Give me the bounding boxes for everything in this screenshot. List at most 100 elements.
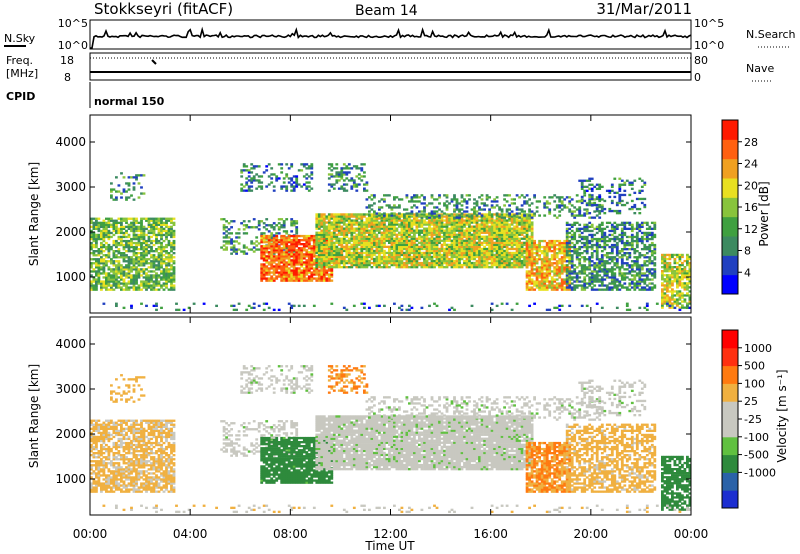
power-cell [315,243,319,247]
power-cell [292,253,296,256]
power-cell [365,255,369,259]
power-cell [167,260,171,263]
power-cell [247,226,251,229]
power-cell [373,215,376,218]
power-cell [235,232,238,235]
power-cell [563,252,567,255]
freq-right-tick-bottom: 0 [694,71,701,84]
power-cell [355,241,359,245]
power-cell [107,237,111,241]
power-cell [498,225,501,228]
power-cell [122,176,126,179]
power-cell [332,227,336,230]
power-cell [125,245,128,249]
power-cell [580,270,584,273]
power-cell [327,259,331,263]
power-cell [485,217,489,220]
power-cell [430,221,434,224]
power-cell [355,257,359,261]
power-cell [350,263,354,267]
power-cell [357,213,361,216]
power-cell [160,262,163,265]
power-cell [388,261,391,265]
power-cell [440,225,444,228]
power-cell [568,258,572,261]
power-cell [393,196,396,199]
power-cell [530,286,534,289]
power-cell [332,225,336,228]
power-cell [100,272,103,275]
power-cell [142,256,146,259]
power-cell [480,259,484,263]
power-cell [337,241,341,245]
power-cell [297,247,301,250]
power-cell [435,237,439,240]
power-cell [528,210,531,213]
power-cell [315,267,319,270]
power-cell [570,225,574,229]
power-cell [528,214,531,217]
power-cell [438,257,441,261]
power-cell [540,245,544,249]
power-cell [357,215,361,218]
power-cell [473,247,476,251]
power-cell [563,270,567,273]
power-cell [360,215,364,218]
power-cell [510,223,514,226]
power-cell [137,260,141,263]
power-cell [260,232,264,235]
power-cell [105,217,108,220]
power-cell [448,202,451,205]
power-cell [130,286,133,289]
power-cell [295,222,299,225]
power-cell [393,223,396,226]
power-cell [503,229,506,232]
power-cell [533,274,536,277]
power-cell [390,217,394,220]
power-cell [405,229,409,232]
power-cell [413,194,416,197]
power-cell [172,221,176,225]
power-cell [430,261,434,265]
power-cell [368,239,371,242]
power-cell [515,257,519,261]
power-cell [523,241,526,245]
power-cell [378,206,381,209]
power-cell [393,212,396,215]
power-cell [368,221,371,224]
power-cell [430,249,434,253]
power-cell [400,225,404,228]
power-cell [445,225,449,228]
power-cell [525,221,529,224]
power-cell [495,243,499,247]
power-cell [583,272,587,275]
power-cell [232,250,236,253]
power-cell [510,255,514,259]
power-cell [408,227,411,230]
power-cell [102,284,106,287]
power-cell [363,171,366,174]
power-cell [513,217,516,220]
power-cell [515,206,519,209]
power-cell [528,278,531,281]
power-cell [370,208,374,211]
power-cell [342,233,346,236]
power-cell [535,276,539,279]
power-cell [520,261,524,265]
power-cell [570,245,574,249]
power-cell [460,219,464,222]
power-cell [460,245,464,249]
power-cell [578,233,582,237]
power-cell [327,167,331,170]
power-cell [393,198,396,201]
power-cell [393,241,396,245]
power-cell [525,245,529,249]
power-cell [428,245,431,249]
power-cell [550,286,554,289]
power-cell [305,187,309,190]
power-cell [413,217,416,220]
power-cell [493,245,496,249]
power-cell [428,212,431,215]
power-cell [245,181,249,184]
power-cell [548,208,552,211]
